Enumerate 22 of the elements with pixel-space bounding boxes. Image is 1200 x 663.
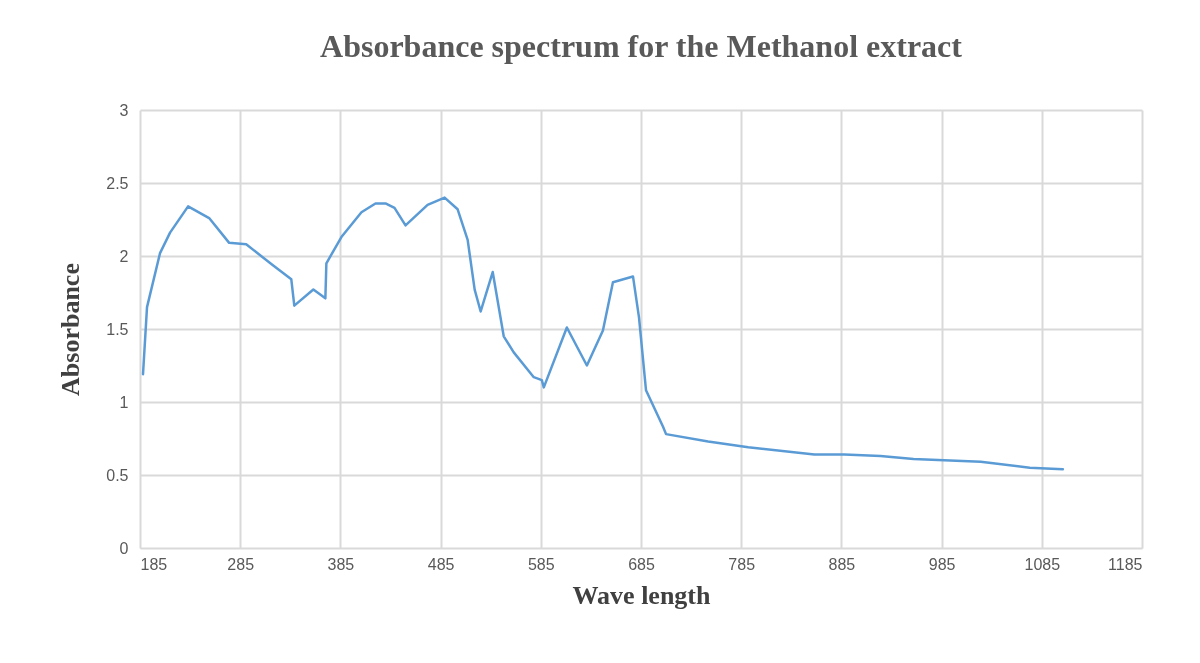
y-tick-label: 1 <box>119 393 129 411</box>
y-tick-label: 0.5 <box>106 466 129 484</box>
y-axis-title: Absorbance <box>56 263 86 396</box>
x-tick-label: 885 <box>828 555 856 573</box>
x-tick-label: 285 <box>227 555 255 573</box>
y-tick-label: 2.5 <box>106 174 129 192</box>
x-tick-label: 785 <box>728 555 756 573</box>
x-tick-label: 485 <box>427 555 455 573</box>
x-tick-label: 985 <box>928 555 956 573</box>
y-tick-label: 0 <box>119 539 129 557</box>
line-series <box>141 196 1065 471</box>
y-tick-label: 2 <box>119 247 129 265</box>
x-tick-label: 385 <box>327 555 355 573</box>
y-tick-label: 1.5 <box>106 320 129 338</box>
chart-title: Absorbance spectrum for the Methanol extract <box>320 28 963 64</box>
x-tick-label: 585 <box>527 555 555 573</box>
x-tick-label: 185 <box>140 555 168 573</box>
y-tick-label: 3 <box>119 101 129 119</box>
x-tick-label: 1085 <box>1024 555 1061 573</box>
x-tick-label: 685 <box>628 555 655 573</box>
x-axis-title: Wave length <box>572 580 712 610</box>
x-tick-label: 1185 <box>1108 555 1143 573</box>
